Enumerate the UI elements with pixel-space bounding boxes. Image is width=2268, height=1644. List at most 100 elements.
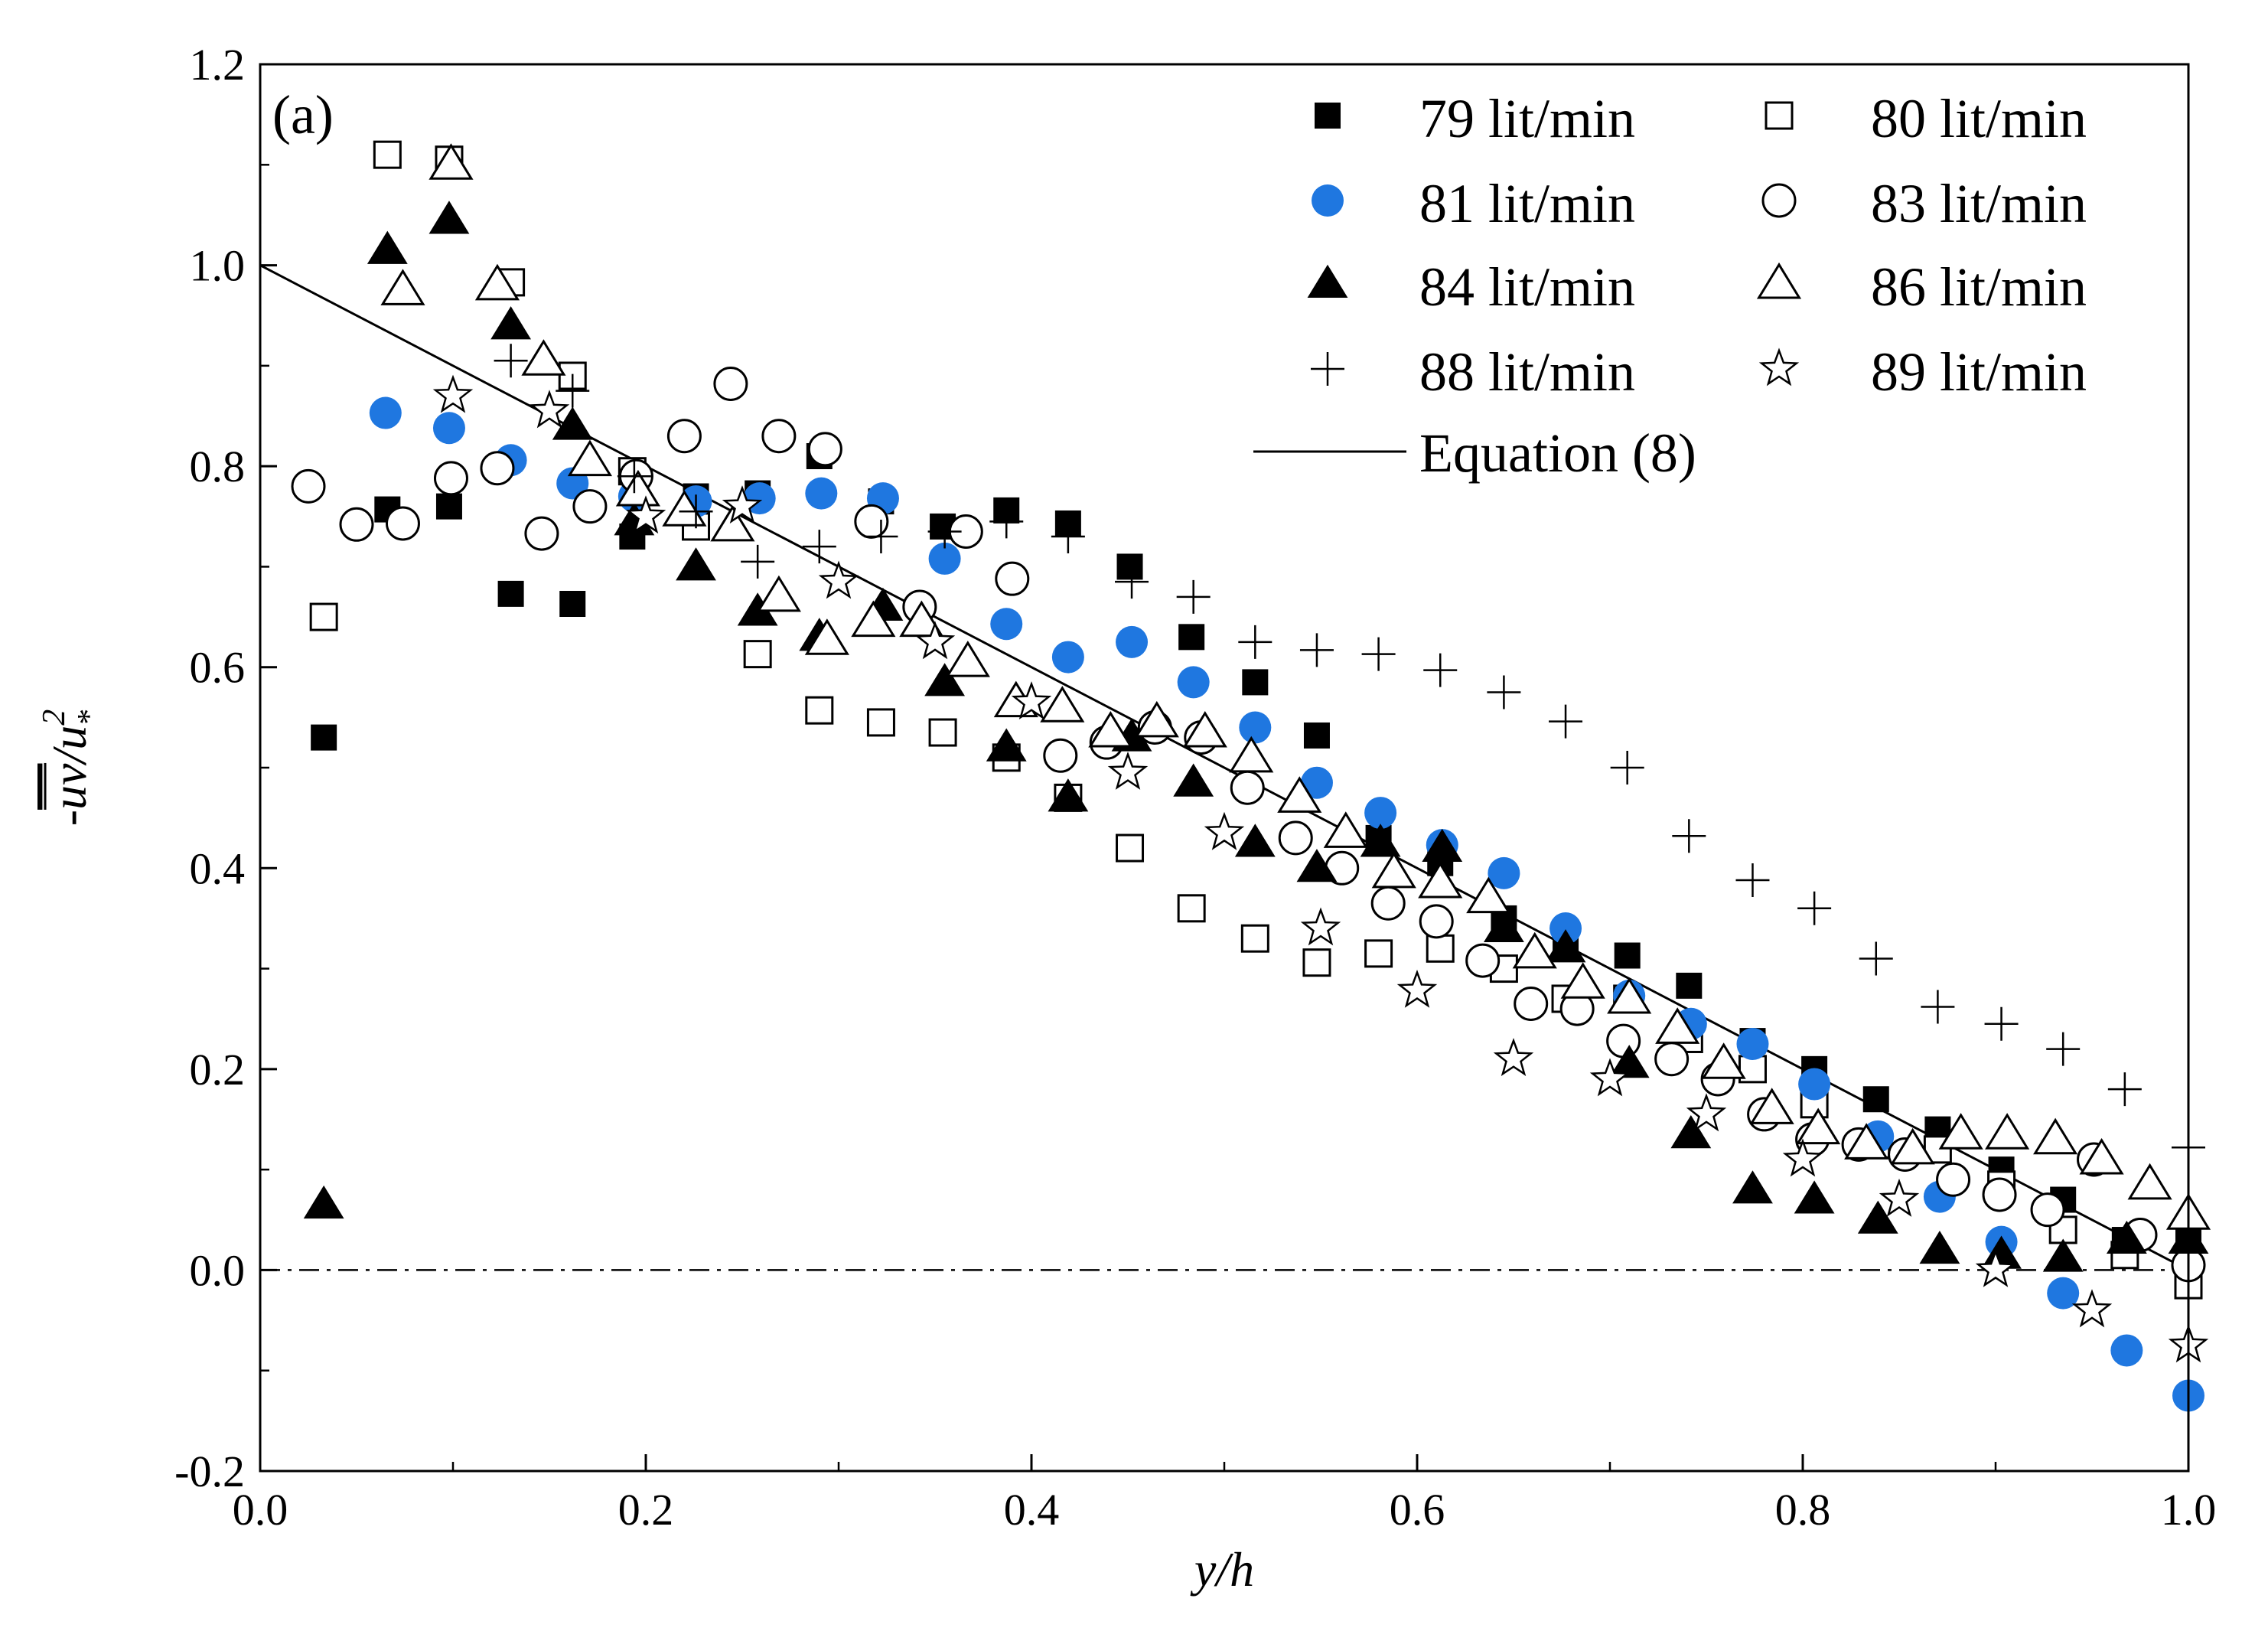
data-point bbox=[1654, 1042, 1690, 1077]
y-title-superscript: 2 bbox=[37, 709, 72, 726]
data-point bbox=[1797, 891, 1832, 925]
legend-marker-triangle bbox=[1307, 264, 1348, 298]
data-point bbox=[1936, 1162, 1971, 1197]
x-tick-label: 0.2 bbox=[618, 1485, 674, 1535]
data-point bbox=[385, 506, 420, 541]
legend-item: 83 lit/min bbox=[1761, 173, 2087, 234]
data-point bbox=[490, 306, 531, 340]
data-point bbox=[309, 602, 338, 631]
series-84-lit-min bbox=[303, 201, 2209, 1272]
data-point bbox=[524, 516, 559, 551]
y-title-prefix: - bbox=[42, 810, 96, 826]
data-point bbox=[1608, 1045, 1650, 1078]
data-point bbox=[1938, 1113, 1983, 1150]
data-point bbox=[1732, 1170, 1773, 1204]
data-point bbox=[2046, 1032, 2081, 1066]
data-point bbox=[303, 1185, 344, 1219]
data-point bbox=[1919, 1230, 1960, 1264]
data-point bbox=[552, 406, 593, 440]
legend-label: Equation (8) bbox=[1419, 422, 1696, 484]
legend-label: 86 lit/min bbox=[1871, 256, 2087, 318]
data-point bbox=[291, 468, 326, 504]
data-point bbox=[722, 485, 763, 524]
data-point bbox=[1890, 1127, 1935, 1165]
data-point bbox=[761, 419, 797, 454]
legend-marker-circle bbox=[1312, 184, 1344, 217]
data-point bbox=[676, 547, 716, 581]
data-point bbox=[1371, 851, 1416, 889]
data-point bbox=[567, 439, 612, 477]
data-point bbox=[1796, 1107, 1841, 1145]
legend-item: Equation (8) bbox=[1253, 422, 1696, 484]
legend-item: 81 lit/min bbox=[1312, 173, 1635, 234]
data-point bbox=[559, 591, 586, 618]
data-point bbox=[1484, 908, 1524, 943]
data-point bbox=[1088, 710, 1133, 748]
data-point bbox=[1043, 738, 1078, 773]
data-point bbox=[866, 708, 895, 737]
data-point bbox=[1011, 681, 1052, 720]
data-point bbox=[1238, 625, 1272, 659]
data-point bbox=[556, 373, 590, 408]
legend-label: 81 lit/min bbox=[1419, 173, 1635, 234]
data-point bbox=[480, 451, 515, 486]
data-point bbox=[1686, 1093, 1727, 1132]
data-point bbox=[1296, 849, 1338, 882]
data-points-layer bbox=[291, 140, 2211, 1412]
y-title-overlined: uv bbox=[42, 763, 96, 810]
data-point bbox=[1794, 1180, 1835, 1214]
data-point bbox=[1303, 722, 1330, 749]
x-axis-title: y/h bbox=[1190, 1542, 1254, 1597]
data-point bbox=[854, 504, 889, 539]
data-point bbox=[1370, 886, 1406, 921]
data-point bbox=[1116, 833, 1145, 863]
data-point bbox=[1204, 811, 1245, 850]
series-88-lit-min bbox=[494, 344, 2205, 1165]
data-point bbox=[529, 390, 570, 429]
data-point bbox=[433, 461, 468, 496]
data-point bbox=[614, 502, 655, 536]
data-point bbox=[1676, 972, 1703, 999]
x-tick-label: 0.0 bbox=[233, 1485, 288, 1535]
data-point bbox=[1229, 736, 1274, 773]
data-point bbox=[1115, 565, 1149, 599]
data-point bbox=[1701, 1042, 1746, 1079]
data-point bbox=[1844, 1123, 1889, 1160]
legend-item: 80 lit/min bbox=[1765, 88, 2087, 149]
data-point bbox=[756, 575, 801, 612]
legend-label: 80 lit/min bbox=[1871, 88, 2087, 149]
y-tick-label: 0.8 bbox=[190, 442, 246, 491]
data-point bbox=[990, 608, 1023, 641]
legend-item: 84 lit/min bbox=[1307, 256, 1635, 318]
data-point bbox=[1982, 1177, 2017, 1212]
data-point bbox=[497, 580, 524, 607]
data-point bbox=[1862, 1086, 1889, 1113]
legend-label: 88 lit/min bbox=[1419, 341, 1635, 403]
legend-marker-circle bbox=[1761, 183, 1797, 218]
data-point bbox=[805, 696, 834, 725]
y-tick-label: -0.2 bbox=[174, 1447, 245, 1496]
legend-item: 88 lit/min bbox=[1311, 341, 1635, 403]
x-tick-label: 0.4 bbox=[1004, 1485, 1060, 1535]
data-point bbox=[1879, 1178, 1920, 1217]
panel-label: (a) bbox=[272, 84, 334, 145]
data-point bbox=[1040, 686, 1085, 723]
y-title-subscript: * bbox=[72, 710, 107, 726]
data-point bbox=[851, 600, 896, 638]
data-point bbox=[2107, 1072, 2142, 1107]
data-point bbox=[1302, 948, 1331, 977]
data-point bbox=[928, 542, 961, 575]
data-point bbox=[1176, 579, 1211, 614]
data-point bbox=[1364, 939, 1393, 968]
data-point bbox=[666, 419, 702, 454]
data-point bbox=[928, 718, 957, 747]
data-point bbox=[927, 514, 962, 549]
data-point bbox=[679, 494, 713, 529]
data-point bbox=[1984, 1006, 2019, 1041]
data-point bbox=[2042, 1238, 2084, 1272]
data-point bbox=[1361, 637, 1396, 671]
y-title-mid: /u bbox=[42, 726, 96, 766]
data-point bbox=[804, 618, 849, 655]
data-point bbox=[805, 477, 838, 510]
data-point bbox=[474, 263, 520, 301]
